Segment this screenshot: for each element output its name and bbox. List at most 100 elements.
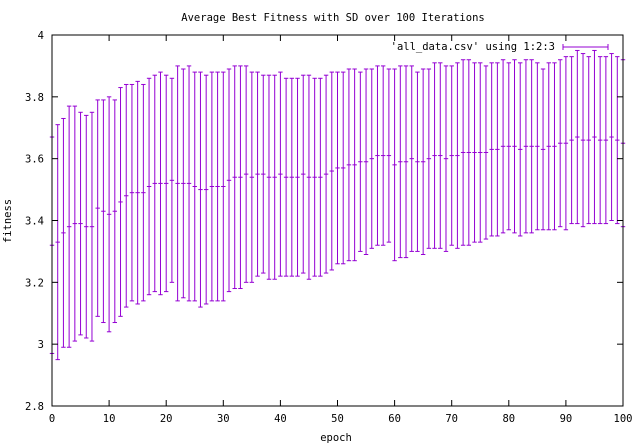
error-bar <box>615 56 620 225</box>
error-bar <box>306 74 312 280</box>
error-bar <box>563 56 569 231</box>
error-bar <box>329 71 334 271</box>
error-bar <box>323 74 329 274</box>
error-bar <box>438 62 443 249</box>
error-bar <box>118 87 123 317</box>
error-bar <box>540 68 546 231</box>
error-bar <box>420 68 426 256</box>
error-bar <box>369 68 374 249</box>
error-bar <box>375 65 380 246</box>
error-bar <box>152 74 157 293</box>
error-bar <box>146 77 152 296</box>
error-bar <box>261 74 266 274</box>
error-bar <box>489 62 494 237</box>
error-bar <box>358 71 363 252</box>
x-tick-label: 10 <box>103 413 116 425</box>
error-bar <box>295 77 300 277</box>
error-bar <box>289 77 295 277</box>
error-bar <box>403 65 409 259</box>
series-group <box>49 49 626 361</box>
error-bar <box>72 105 78 342</box>
error-bar <box>535 62 540 231</box>
error-bar <box>500 59 506 234</box>
error-bar <box>112 99 118 324</box>
error-bar <box>215 71 220 302</box>
error-bar <box>529 59 534 234</box>
x-tick-label: 60 <box>388 413 401 425</box>
error-bar <box>221 71 226 302</box>
error-bar <box>569 56 574 225</box>
chart-title: Average Best Fitness with SD over 100 It… <box>181 12 484 24</box>
error-bar <box>312 77 317 277</box>
error-bar <box>506 62 511 231</box>
error-bar <box>546 62 551 231</box>
y-tick-label: 3 <box>38 339 44 351</box>
error-bar <box>124 83 129 308</box>
error-bar <box>198 71 203 308</box>
error-bar <box>557 59 563 228</box>
error-bar <box>346 68 352 262</box>
error-bar <box>466 59 472 246</box>
x-tick-label: 90 <box>560 413 573 425</box>
error-bar <box>341 71 346 265</box>
error-bar <box>603 56 609 225</box>
error-bar <box>135 80 140 305</box>
error-bar <box>226 68 232 293</box>
error-bar <box>597 56 603 225</box>
error-bar <box>169 77 175 283</box>
error-bar <box>66 105 72 348</box>
error-bar <box>164 74 169 293</box>
error-bar <box>518 62 523 237</box>
error-bar <box>363 68 369 256</box>
x-tick-label: 40 <box>274 413 287 425</box>
x-axis-label: epoch <box>320 432 352 444</box>
error-bar <box>266 74 272 280</box>
error-bar <box>101 99 106 324</box>
error-bar <box>455 62 460 249</box>
error-bar <box>483 65 489 240</box>
y-tick-label: 3.6 <box>25 154 44 166</box>
x-tick-label: 100 <box>614 413 633 425</box>
x-tick-label: 30 <box>217 413 230 425</box>
error-bar <box>352 68 357 262</box>
error-bar <box>443 65 449 252</box>
error-bar <box>61 117 66 348</box>
error-bar <box>301 74 306 274</box>
error-bar <box>55 124 60 361</box>
error-bar <box>592 49 597 225</box>
error-bar <box>283 77 289 277</box>
error-bar <box>575 49 580 225</box>
x-axis: 0 10 20 30 40 50 60 70 80 90 100 <box>49 35 633 425</box>
error-bar <box>512 59 517 234</box>
y-tick-label: 3.2 <box>25 277 44 289</box>
error-bar <box>192 71 197 302</box>
y-tick-label: 3.8 <box>25 92 44 104</box>
error-bar <box>460 59 466 246</box>
y-axis-label: fitness <box>2 199 14 243</box>
error-bar <box>95 99 100 317</box>
error-bar <box>318 77 323 277</box>
error-bar <box>129 83 135 302</box>
error-bar <box>255 71 260 277</box>
error-bar <box>580 53 586 228</box>
error-bar <box>238 65 243 290</box>
error-bar <box>380 65 386 246</box>
error-bar <box>272 74 277 280</box>
error-bar <box>552 62 557 231</box>
error-bar <box>392 68 397 262</box>
error-bar <box>89 111 95 342</box>
error-bar <box>335 71 340 265</box>
error-bar <box>386 68 392 243</box>
legend: 'all_data.csv' using 1:2:3 <box>391 41 609 53</box>
error-bar <box>243 65 249 283</box>
error-bar <box>586 56 591 225</box>
error-bar <box>495 62 500 237</box>
error-bar <box>181 68 186 299</box>
error-bar <box>232 65 237 290</box>
error-bar <box>398 65 403 259</box>
error-bar <box>84 114 89 339</box>
x-tick-label: 0 <box>49 413 55 425</box>
x-tick-label: 80 <box>502 413 515 425</box>
error-bar <box>609 53 614 221</box>
